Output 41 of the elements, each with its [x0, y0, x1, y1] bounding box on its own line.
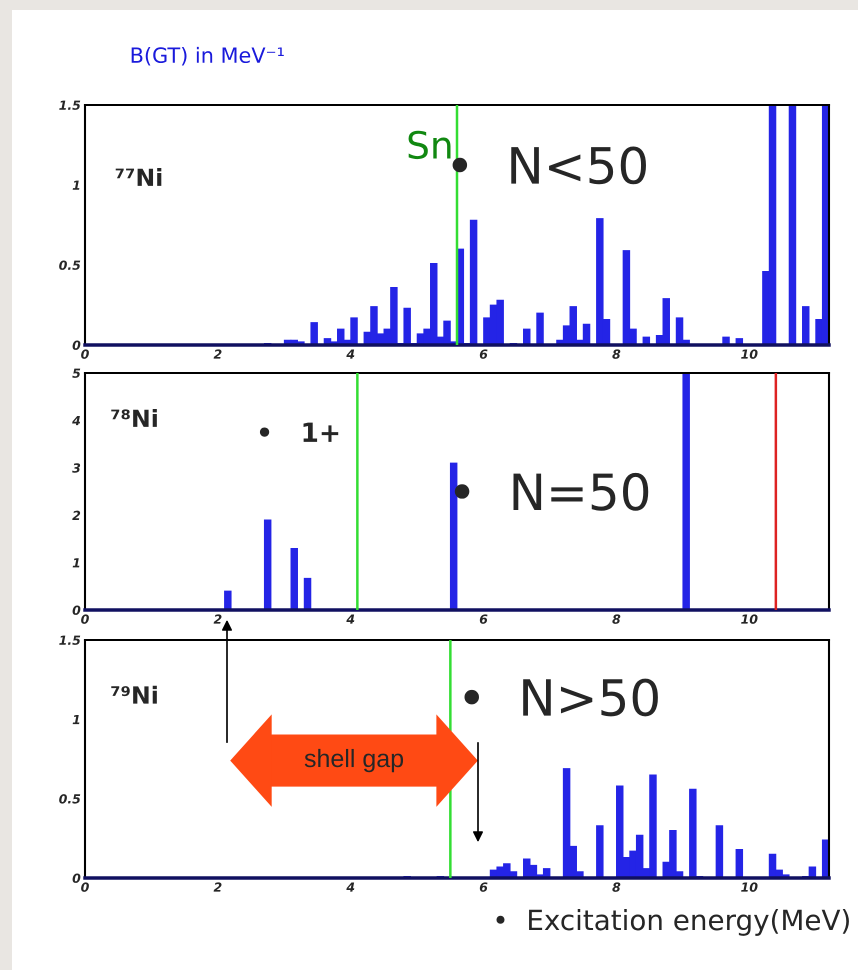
y-tick-label: 5	[72, 368, 80, 378]
y-tick-label: 1	[72, 714, 80, 724]
y-tick-label: 1	[72, 558, 80, 568]
x-tick-label: 4	[346, 614, 354, 624]
y-tick-label: 3	[72, 463, 80, 473]
y-tick-label: 2	[72, 510, 80, 520]
x-tick-label: 6	[480, 349, 488, 359]
x-tick-label: 4	[346, 350, 354, 359]
x-tick-label: 8	[612, 349, 620, 359]
y-tick-label: 0.5	[59, 260, 80, 270]
annotation: ⁷⁸Ni	[111, 408, 157, 427]
annotation: ⁷⁹Ni	[111, 686, 157, 704]
x-tick-label: 6	[480, 882, 488, 892]
annotation: • N>50	[464, 678, 658, 716]
x-tick-label: 8	[612, 614, 620, 624]
y-tick-label: 0	[72, 605, 80, 615]
x-tick-label: 0	[81, 349, 89, 359]
x-tick-label: 10	[741, 349, 758, 359]
x-tick-label: 2	[214, 614, 222, 624]
x-tick-label: 4	[346, 882, 354, 892]
y-tick-label: 1.5	[59, 636, 80, 645]
y-tick-label: 0	[72, 873, 80, 883]
x-tick-label: 0	[81, 614, 89, 624]
x-tick-label: 2	[214, 349, 222, 359]
y-tick-label: 4	[72, 416, 80, 426]
x-tick-label: 6	[480, 614, 488, 624]
ref-line-label: Sn	[408, 130, 450, 160]
x-axis-title: • Excitation energy(MeV)	[496, 908, 849, 936]
x-tick-label: 8	[612, 882, 620, 892]
y-tick-label: 0.5	[59, 794, 80, 804]
annotation: ⁷⁷Ni	[116, 168, 162, 186]
x-tick-label: 2	[214, 882, 222, 892]
x-tick-label: 10	[741, 614, 758, 624]
x-tick-label: 10	[741, 882, 758, 892]
y-tick-label: 1	[72, 180, 80, 190]
chart-title: B(GT) in MeV⁻¹	[132, 46, 284, 66]
annotation: shell gap	[304, 748, 404, 772]
x-tick-label: 0	[81, 882, 89, 892]
annotation: • 1+	[260, 422, 338, 442]
y-tick-label: 0	[72, 340, 80, 350]
y-tick-label: 1.5	[59, 100, 80, 110]
